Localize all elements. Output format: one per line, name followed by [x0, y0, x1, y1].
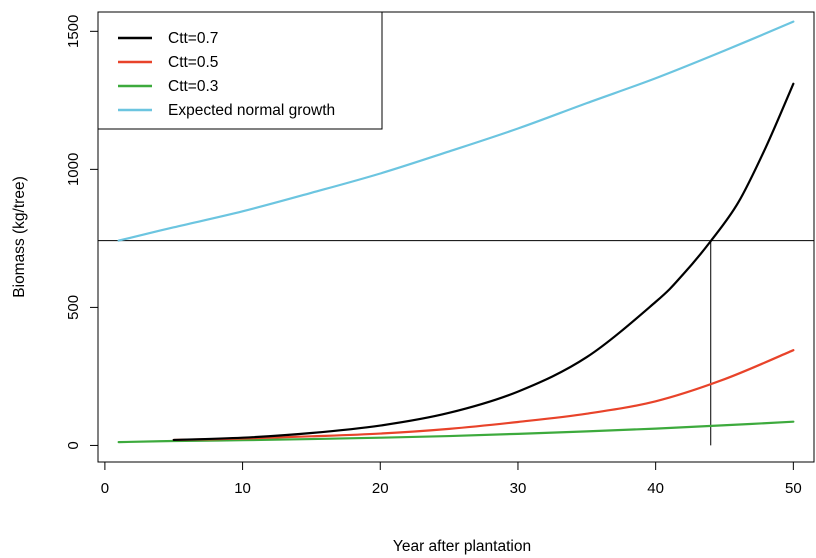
series-line-3: [117, 20, 795, 242]
y-tick-label: 1000: [65, 153, 82, 186]
x-tick-label: 20: [372, 480, 389, 497]
legend-label-3: Expected normal growth: [168, 102, 335, 119]
x-tick-label: 10: [234, 480, 251, 497]
y-tick-label: 1500: [65, 15, 82, 48]
y-axis-title: Biomass (kg/tree): [11, 176, 28, 297]
series-line-1: [172, 349, 795, 442]
series-layer: [117, 20, 795, 444]
legend-label-0: Ctt=0.7: [168, 30, 218, 47]
x-tick-label: 0: [101, 480, 109, 497]
x-tick-label: 50: [785, 480, 802, 497]
legend: Ctt=0.7 Ctt=0.5 Ctt=0.3 Expected normal gro…: [97, 11, 383, 130]
x-axis-title: Year after plantation: [393, 538, 531, 555]
reference-lines: [98, 240, 814, 446]
x-axis: 0 10 20 30 40 50: [101, 461, 802, 497]
x-tick-label: 30: [510, 480, 527, 497]
series-line-0: [172, 82, 795, 442]
y-tick-label: 500: [65, 295, 82, 320]
series-line-2: [117, 420, 795, 444]
y-axis: 0 500 1000 1500: [65, 15, 99, 450]
legend-label-1: Ctt=0.5: [168, 54, 218, 71]
y-tick-label: 0: [65, 441, 82, 449]
x-tick-label: 40: [647, 480, 664, 497]
legend-label-2: Ctt=0.3: [168, 78, 218, 95]
